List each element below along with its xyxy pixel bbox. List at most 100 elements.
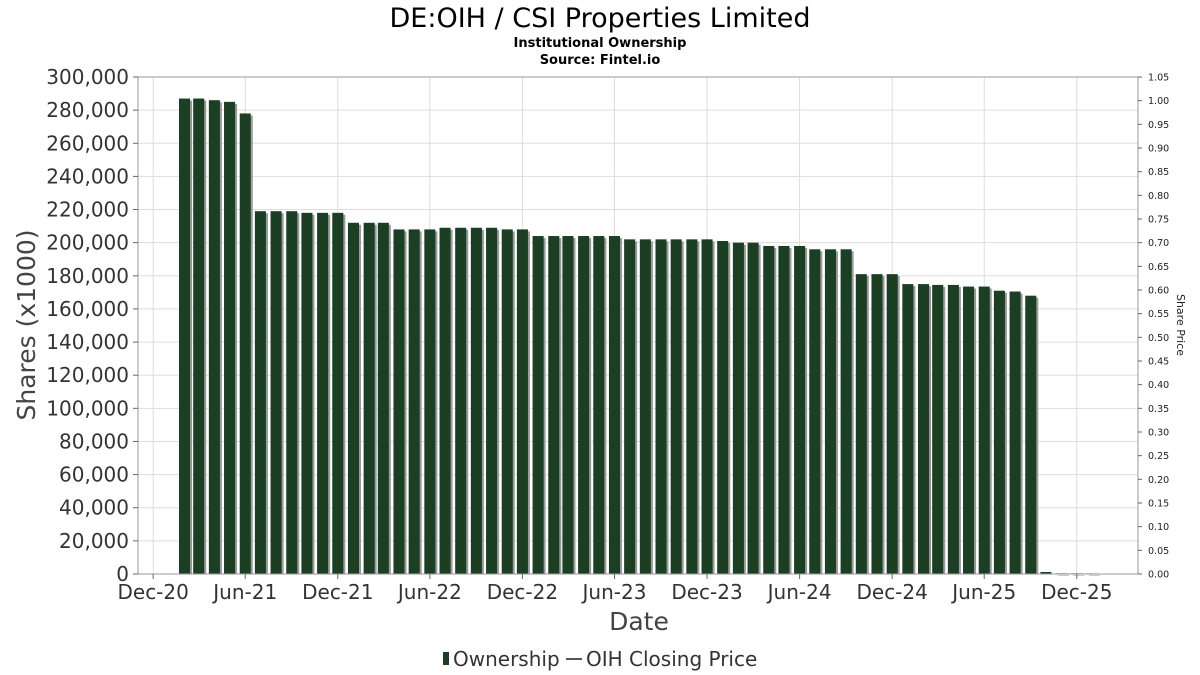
x-tick-label: Jun-25	[950, 580, 1016, 604]
ownership-bar	[363, 222, 375, 574]
ownership-bar	[1025, 295, 1037, 574]
ownership-bar	[501, 229, 513, 574]
ownership-bar	[1009, 291, 1021, 574]
ownership-bar	[624, 239, 636, 574]
x-tick-label: Jun-21	[211, 580, 277, 604]
y-tick-label: 80,000	[59, 429, 129, 453]
x-axis-label: Date	[609, 607, 669, 636]
right-tick-label: 0.80	[1148, 191, 1169, 202]
right-tick-label: 0.05	[1148, 546, 1169, 557]
x-tick-label: Dec-20	[117, 580, 188, 604]
ownership-bar	[732, 242, 744, 574]
ownership-bar	[639, 239, 651, 574]
right-tick-label: 0.85	[1148, 167, 1169, 178]
ownership-bar	[747, 242, 759, 574]
right-tick-label: 0.90	[1148, 144, 1169, 155]
x-tick-label: Dec-22	[487, 580, 558, 604]
ownership-bar	[686, 239, 698, 574]
ownership-bar	[993, 290, 1005, 574]
right-tick-label: 0.15	[1148, 499, 1169, 510]
ownership-bar	[516, 229, 528, 574]
legend-ownership-swatch	[443, 652, 449, 665]
ownership-bar	[794, 245, 806, 575]
right-tick-label: 0.20	[1148, 475, 1169, 486]
y-tick-label: 100,000	[46, 396, 129, 420]
ownership-bar	[932, 284, 944, 574]
plot-border	[137, 76, 1139, 575]
ownership-bar	[254, 211, 266, 574]
ownership-bar	[947, 284, 959, 574]
ownership-bar	[347, 222, 360, 574]
y-tick-label: 200,000	[46, 231, 129, 255]
right-axis-ticks: 0.00 0.05 0.10 0.15 0.20 0.25 0.30 0.35 0.40 0.45…	[1138, 73, 1169, 581]
ownership-bar	[424, 229, 436, 574]
y-tick-label: 180,000	[46, 264, 129, 288]
bars	[179, 98, 1100, 576]
ownership-bar	[455, 227, 467, 575]
ownership-bar	[902, 284, 914, 574]
chart-subtitle: Institutional Ownership	[514, 36, 687, 51]
ownership-bar	[439, 227, 451, 575]
ownership-bar	[393, 229, 405, 574]
right-tick-label: 0.60	[1148, 286, 1169, 297]
right-axis-label: Share Price	[1174, 294, 1187, 356]
right-tick-label: 0.25	[1148, 451, 1169, 462]
legend-price-label: OIH Closing Price	[586, 647, 757, 671]
ownership-bar	[809, 249, 821, 574]
ownership-bar	[193, 98, 205, 574]
legend: Ownership OIH Closing Price	[443, 647, 757, 671]
x-tick-label: Jun-22	[396, 580, 462, 604]
y-tick-label: 220,000	[46, 198, 129, 222]
y-tick-label: 300,000	[46, 65, 129, 89]
right-tick-label: 0.70	[1148, 238, 1169, 249]
right-tick-label: 1.05	[1148, 73, 1169, 84]
right-tick-label: 0.10	[1148, 522, 1169, 533]
ownership-bar	[408, 229, 420, 574]
y-tick-label: 140,000	[46, 330, 129, 354]
ownership-bar	[763, 245, 775, 575]
ownership-bar	[655, 239, 667, 574]
right-tick-label: 0.50	[1148, 333, 1169, 344]
ownership-bar	[548, 236, 560, 575]
right-tick-label: 0.35	[1148, 404, 1169, 415]
ownership-bar	[1040, 572, 1052, 574]
ownership-bar	[377, 222, 389, 574]
ownership-bar	[871, 274, 883, 574]
x-tick-label: Dec-25	[1041, 580, 1112, 604]
ownership-bar	[717, 241, 729, 574]
right-tick-label: 0.30	[1148, 428, 1169, 439]
ownership-bar	[301, 212, 313, 574]
ownership-bar	[701, 239, 713, 574]
x-tick-label: Dec-23	[671, 580, 742, 604]
bar-shadow	[1088, 575, 1100, 576]
ownership-bar	[963, 286, 975, 574]
ownership-bar	[562, 236, 574, 575]
y-tick-label: 260,000	[46, 131, 129, 155]
ownership-bar	[286, 211, 298, 574]
ownership-bar	[670, 239, 682, 574]
right-tick-label: 0.95	[1148, 120, 1169, 131]
ownership-bar	[239, 113, 251, 575]
ownership-bar	[840, 249, 852, 574]
right-tick-label: 0.45	[1148, 357, 1169, 368]
right-tick-label: 0.00	[1148, 570, 1169, 581]
ownership-bar	[486, 227, 498, 575]
bar-shadow	[1058, 575, 1070, 576]
ownership-bar	[778, 245, 790, 575]
ownership-bar	[608, 236, 621, 575]
left-axis-ticks: 0 20,000 40,000 60,000 80,000 100,000 120,000 1…	[46, 65, 138, 586]
chart-source: Source: Fintel.io	[540, 53, 661, 68]
ownership-bar	[317, 212, 329, 574]
ownership-bar	[855, 274, 867, 574]
chart-title: DE:OIH / CSI Properties Limited	[390, 3, 811, 34]
ownership-bar	[578, 236, 590, 575]
y-axis-label: Shares (x1000)	[12, 229, 41, 420]
ownership-bar	[824, 249, 836, 574]
x-tick-label: Dec-24	[856, 580, 927, 604]
ownership-bar	[179, 98, 191, 574]
right-tick-label: 1.00	[1148, 96, 1169, 107]
ownership-bar	[593, 236, 605, 575]
ownership-bar	[918, 284, 930, 574]
y-tick-label: 280,000	[46, 98, 129, 122]
y-tick-label: 160,000	[46, 297, 129, 321]
